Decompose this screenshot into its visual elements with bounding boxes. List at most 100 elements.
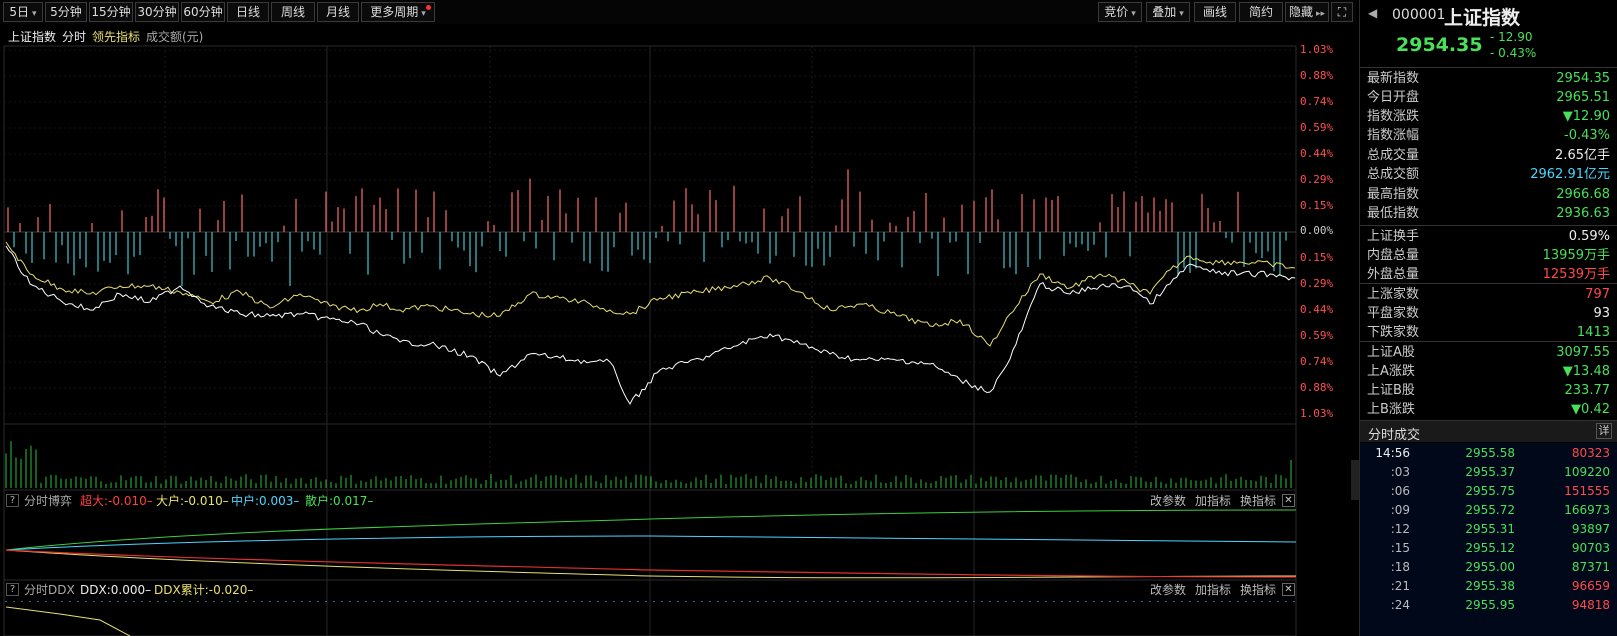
period-15min-button[interactable]: 15分钟 — [89, 2, 133, 22]
ddx-lines — [5, 601, 1295, 636]
edit-params-button[interactable]: 改参数 — [1150, 494, 1187, 508]
stat-value: 2966.68 — [1556, 187, 1610, 202]
tick-row: :09 2955.72 166973 — [1360, 501, 1617, 520]
stat-value: -0.43% — [1564, 128, 1610, 143]
more-periods-button[interactable]: 更多周期 ▾ — [361, 2, 435, 22]
period-30min-button[interactable]: 30分钟 — [135, 2, 179, 22]
overlay-button[interactable]: 叠加 ▾ — [1146, 2, 1190, 22]
stat-row: 上A涨跌 ▼13.48 — [1360, 362, 1617, 381]
period-week-button[interactable]: 周线 — [271, 2, 315, 22]
stat-value: 797 — [1585, 287, 1610, 302]
stat-label: 最低指数 — [1367, 206, 1420, 221]
stat-label: 外盘总量 — [1367, 267, 1420, 282]
lead-line — [5, 241, 1296, 347]
tick-row: :21 2955.38 96659 — [1360, 577, 1617, 596]
game-panel-title: 分时博弈 — [24, 494, 73, 508]
stat-value: 1413 — [1576, 325, 1610, 340]
quote-panel: ◀ 000001 上证指数 2954.35 - 12.90 - 0.43% 最新… — [1359, 0, 1617, 636]
double-chevron-right-icon: ▸▸ — [1315, 9, 1326, 19]
ticks-list-bg — [1360, 443, 1617, 636]
stat-label: 最高指数 — [1367, 187, 1420, 202]
stat-value: ▼13.48 — [1562, 364, 1610, 379]
close-icon[interactable]: ✕ — [1282, 494, 1295, 507]
stat-row: 总成交量 2.65亿手 — [1360, 146, 1617, 165]
back-arrow-icon[interactable]: ◀ — [1368, 6, 1378, 20]
change-value: - 12.90 — [1490, 30, 1533, 44]
tick-row: :24 2955.95 94818 — [1360, 596, 1617, 615]
stat-row: 上证B股 233.77 — [1360, 381, 1617, 400]
chart-area[interactable]: 上证指数 分时 领先指标 成交额(元) 1.03% 0.88% 0.74% 0.… — [0, 24, 1356, 636]
period-5min-button[interactable]: 5分钟 — [45, 2, 87, 22]
ddx-value: DDX:0.000– — [80, 583, 152, 597]
tick-price: 2955.37 — [1465, 465, 1515, 479]
ddx-sum-value: DDX累计:-0.020– — [154, 583, 254, 597]
period-day-button[interactable]: 日线 — [227, 2, 269, 22]
simple-mode-button[interactable]: 简约 — [1239, 2, 1283, 22]
stat-row: 今日开盘 2965.51 — [1360, 88, 1617, 107]
tick-row: :06 2955.75 151555 — [1360, 482, 1617, 501]
pct-label: 0.74% — [1300, 355, 1334, 368]
tick-price: 2955.72 — [1465, 503, 1515, 517]
divider — [1360, 283, 1617, 284]
pct-label: 0.15% — [1300, 199, 1334, 212]
close-icon[interactable]: ✕ — [1282, 583, 1295, 596]
stat-label: 上B涨跌 — [1367, 402, 1415, 417]
stat-value: 2962.91亿元 — [1530, 167, 1610, 182]
tick-time: :12 — [1390, 522, 1410, 536]
hide-label: 隐藏 — [1288, 5, 1313, 19]
divider — [1360, 225, 1617, 226]
fullscreen-button[interactable]: ⛶ — [1331, 2, 1353, 22]
switch-indicator-button[interactable]: 换指标 — [1240, 494, 1277, 508]
ticks-title: 分时成交 — [1368, 428, 1421, 443]
tick-volume: 109220 — [1564, 465, 1610, 479]
stat-label: 上证换手 — [1367, 229, 1420, 244]
stat-label: 上涨家数 — [1367, 287, 1420, 302]
detail-button[interactable]: 详 — [1596, 423, 1612, 439]
stat-label: 指数涨跌 — [1367, 109, 1420, 124]
tick-volume: 96659 — [1571, 579, 1610, 593]
fullscreen-icon: ⛶ — [1337, 5, 1347, 19]
period-5day-button[interactable]: 5日 ▾ — [3, 2, 43, 22]
hide-button[interactable]: 隐藏 ▸▸ — [1285, 2, 1329, 22]
stat-row: 总成交额 2962.91亿元 — [1360, 165, 1617, 184]
divider — [1360, 67, 1617, 68]
period-month-button[interactable]: 月线 — [317, 2, 359, 22]
medium-line — [5, 535, 1297, 551]
add-indicator-button[interactable]: 加指标 — [1195, 494, 1232, 508]
tick-price: 2955.58 — [1465, 446, 1515, 460]
ddx-sum-line — [5, 606, 131, 636]
draw-line-button[interactable]: 画线 — [1194, 2, 1236, 22]
pct-label: 0.44% — [1300, 303, 1334, 316]
help-icon[interactable]: ? — [6, 494, 19, 507]
retail-value: 散户:0.017– — [305, 494, 374, 508]
tick-volume: 166973 — [1564, 503, 1610, 517]
stat-row: 外盘总量 12539万手 — [1360, 265, 1617, 284]
tick-time: :03 — [1390, 465, 1410, 479]
edit-params-button[interactable]: 改参数 — [1150, 583, 1187, 597]
auction-label: 竞价 — [1104, 5, 1129, 19]
stat-label: 今日开盘 — [1367, 90, 1420, 105]
stat-row: 最高指数 2966.68 — [1360, 185, 1617, 204]
pct-label: 0.74% — [1300, 95, 1334, 108]
legend-name: 上证指数 — [8, 30, 57, 44]
pct-label: 0.44% — [1300, 147, 1334, 160]
legend-mode: 分时 — [62, 30, 87, 44]
tick-row: :12 2955.31 93897 — [1360, 520, 1617, 539]
stat-row: 上B涨跌 ▼0.42 — [1360, 400, 1617, 419]
panel-resize-handle[interactable] — [1351, 460, 1359, 500]
help-icon[interactable]: ? — [6, 583, 19, 596]
tick-row: :03 2955.37 109220 — [1360, 463, 1617, 482]
auction-button[interactable]: 竞价 ▾ — [1098, 2, 1142, 22]
add-indicator-button[interactable]: 加指标 — [1195, 583, 1232, 597]
period-toolbar: 5日 ▾ 5分钟 15分钟 30分钟 60分钟 日线 周线 月线 更多周期 ▾ 竞价… — [0, 0, 1356, 24]
stat-row: 上涨家数 797 — [1360, 285, 1617, 304]
switch-indicator-button[interactable]: 换指标 — [1240, 583, 1277, 597]
period-60min-button[interactable]: 60分钟 — [181, 2, 225, 22]
tick-time: :06 — [1390, 484, 1410, 498]
tick-row: :15 2955.12 90703 — [1360, 539, 1617, 558]
tick-price: 2955.95 — [1465, 598, 1515, 612]
pct-label: 0.29% — [1300, 173, 1334, 186]
tick-volume: 93897 — [1571, 522, 1610, 536]
tick-volume: 94818 — [1571, 598, 1610, 612]
pct-label: 0.15% — [1300, 251, 1334, 264]
